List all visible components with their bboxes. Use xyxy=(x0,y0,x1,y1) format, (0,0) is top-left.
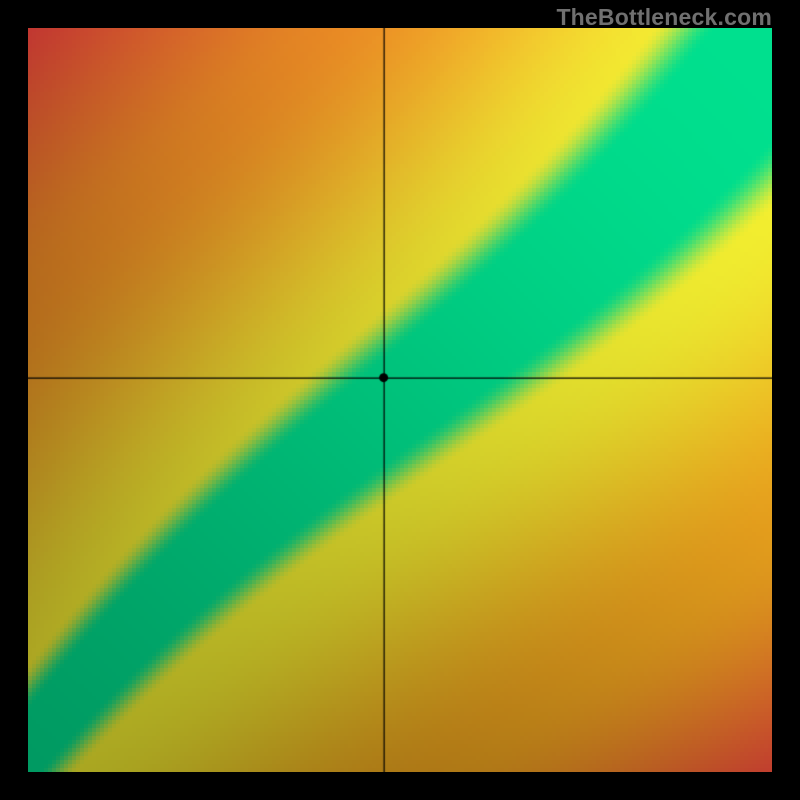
chart-container: TheBottleneck.com xyxy=(0,0,800,800)
watermark-text: TheBottleneck.com xyxy=(556,4,772,31)
bottleneck-heatmap xyxy=(28,28,772,772)
